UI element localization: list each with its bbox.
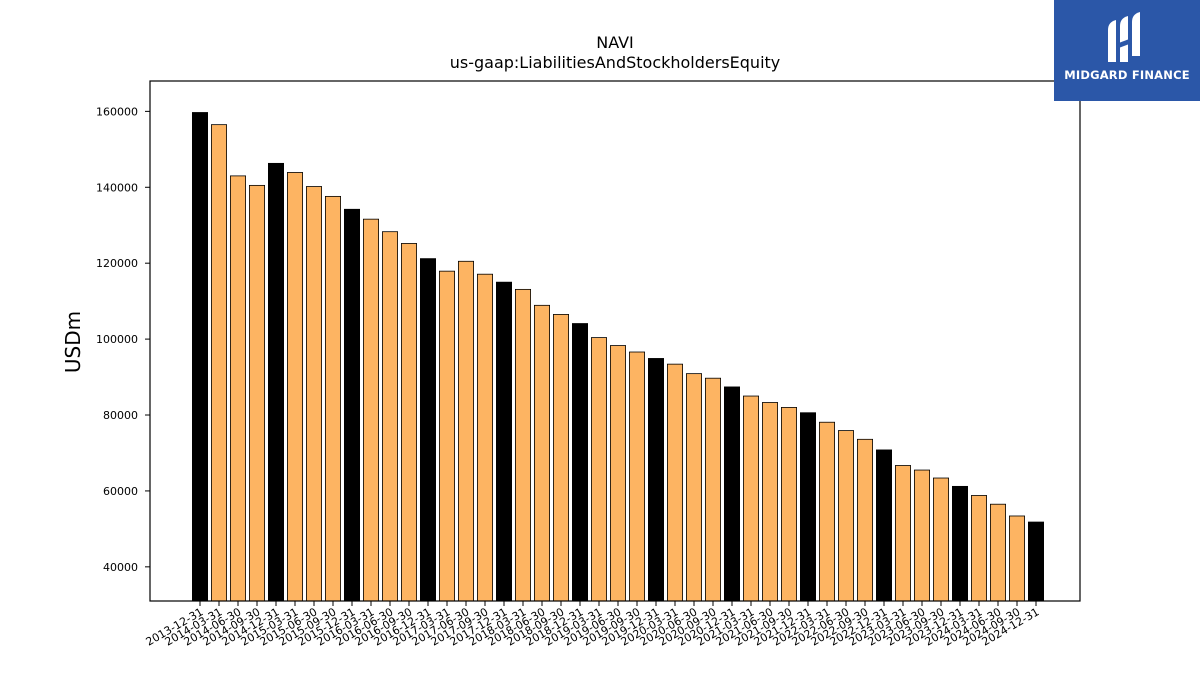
bar-2017-12-31 — [495, 281, 512, 602]
chart-subtitle: us-gaap:LiabilitiesAndStockholdersEquity — [450, 53, 781, 72]
bar-2018-06-30 — [534, 304, 551, 602]
brand-logo: MIDGARD FINANCE — [1054, 0, 1200, 101]
y-tick-label: 140000 — [96, 181, 138, 194]
bar-2023-12-31 — [952, 485, 969, 602]
bar-2023-09-30 — [933, 477, 950, 602]
bar-2017-09-30 — [476, 273, 493, 602]
bar-2020-03-31 — [667, 363, 684, 602]
bar-2017-03-31 — [438, 270, 455, 602]
bar-2018-09-30 — [553, 314, 570, 602]
bar-2022-03-31 — [819, 421, 836, 602]
y-axis-ticks: 40000 60000 80000 100000 120000 140000 160000 — [96, 105, 150, 574]
x-axis-ticks: 2013-12-312014-03-312014-06-302014-09-30… — [144, 601, 1042, 649]
bar-2024-06-30 — [990, 503, 1007, 602]
bar-2019-06-30 — [610, 345, 627, 602]
bars-group — [191, 112, 1045, 602]
bar-2020-09-30 — [705, 377, 722, 602]
brand-name: MIDGARD FINANCE — [1064, 68, 1190, 82]
bar-2024-03-31 — [971, 495, 988, 602]
bar-2022-12-31 — [876, 449, 893, 602]
bar-2015-03-31 — [286, 172, 303, 602]
bar-2019-03-31 — [591, 337, 608, 602]
bar-2022-06-30 — [838, 430, 855, 602]
bar-2022-09-30 — [857, 438, 874, 602]
midgard-logo-icon — [1108, 12, 1140, 62]
y-tick-label: 160000 — [96, 105, 138, 118]
y-tick-label: 40000 — [103, 561, 138, 574]
bar-2015-09-30 — [324, 195, 341, 602]
bar-2017-06-30 — [457, 260, 474, 602]
bar-2020-12-31 — [724, 386, 741, 602]
bar-2013-12-31 — [191, 112, 208, 602]
bar-2016-09-30 — [400, 243, 417, 602]
bar-2021-03-31 — [743, 395, 760, 602]
y-tick-label: 100000 — [96, 333, 138, 346]
bar-2023-06-30 — [914, 469, 931, 602]
bar-2014-06-30 — [229, 175, 246, 602]
y-axis-label: USDm — [61, 311, 85, 373]
bar-2014-03-31 — [210, 124, 227, 602]
bar-2024-12-31 — [1028, 521, 1045, 602]
chart-title: NAVI — [596, 33, 634, 52]
y-tick-label: 60000 — [103, 485, 138, 498]
bar-2019-12-31 — [648, 358, 665, 602]
bar-2024-09-30 — [1009, 515, 1026, 602]
bar-2019-09-30 — [629, 351, 646, 602]
plot-frame — [149, 80, 1081, 602]
bar-2015-06-30 — [305, 186, 322, 602]
bar-2023-03-31 — [895, 465, 912, 602]
bar-2020-06-30 — [686, 373, 703, 602]
bar-2018-03-31 — [515, 288, 532, 602]
bar-2016-03-31 — [362, 218, 379, 602]
bar-2016-12-31 — [419, 258, 436, 602]
bar-2021-12-31 — [800, 412, 817, 602]
bar-2021-06-30 — [762, 402, 779, 602]
bar-2014-12-31 — [267, 162, 284, 602]
y-tick-label: 120000 — [96, 257, 138, 270]
bar-2016-06-30 — [381, 231, 398, 602]
y-tick-label: 80000 — [103, 409, 138, 422]
bar-2014-09-30 — [248, 184, 265, 602]
bar-2018-12-31 — [572, 323, 589, 602]
bar-2021-09-30 — [781, 407, 798, 602]
bar-2015-12-31 — [343, 208, 360, 602]
